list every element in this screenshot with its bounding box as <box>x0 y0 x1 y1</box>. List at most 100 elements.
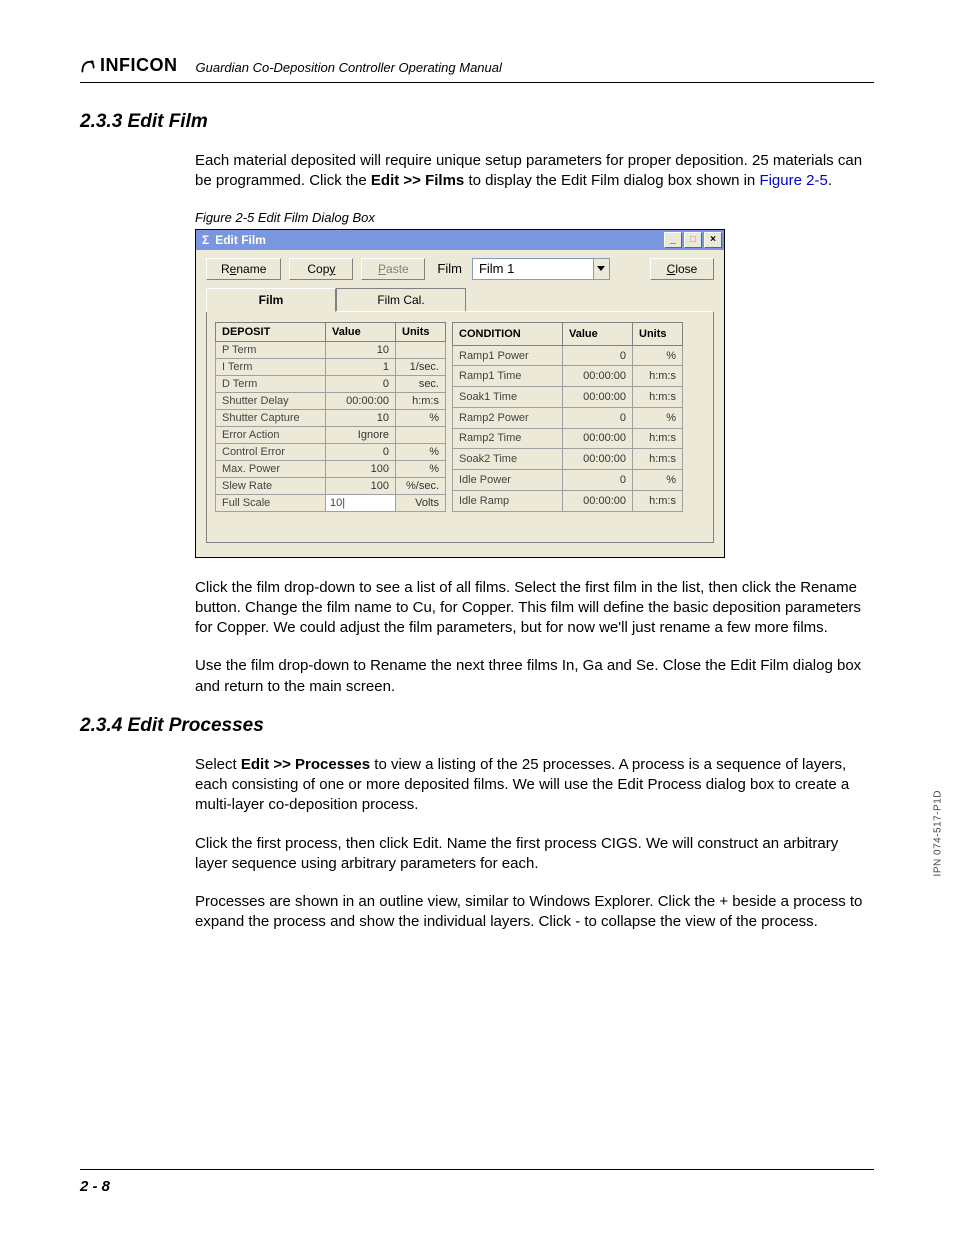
value-cell[interactable]: 1 <box>326 358 396 375</box>
film-label: Film <box>437 261 462 276</box>
units-cell <box>396 341 446 358</box>
value-cell[interactable]: 0 <box>326 375 396 392</box>
para-edit-film-intro: Each material deposited will require uni… <box>195 151 874 192</box>
param-cell: Error Action <box>216 426 326 443</box>
paste-button: Paste <box>361 258 425 280</box>
table-row: Max. Power100% <box>216 460 446 477</box>
units-cell: %/sec. <box>396 477 446 494</box>
dialog-titlebar: Σ Edit Film _ □ × <box>196 230 724 250</box>
table-row: Ramp1 Power0% <box>453 345 683 366</box>
dialog-title: Edit Film <box>215 233 662 247</box>
value-cell[interactable]: 00:00:00 <box>563 490 633 511</box>
param-cell: P Term <box>216 341 326 358</box>
table-row: Idle Ramp00:00:00h:m:s <box>453 490 683 511</box>
logo-icon <box>80 58 96 74</box>
table-row: Shutter Capture10% <box>216 409 446 426</box>
units-cell: h:m:s <box>396 392 446 409</box>
figure-caption: Figure 2-5 Edit Film Dialog Box <box>195 210 874 225</box>
value-cell[interactable]: 00:00:00 <box>563 387 633 408</box>
film-dropdown-value: Film 1 <box>473 259 593 279</box>
section-heading-edit-film: 2.3.3 Edit Film <box>80 111 874 133</box>
section-heading-edit-processes: 2.3.4 Edit Processes <box>80 715 874 737</box>
film-dropdown[interactable]: Film 1 <box>472 258 610 280</box>
value-cell[interactable]: 0 <box>563 407 633 428</box>
table-row: D Term0sec. <box>216 375 446 392</box>
value-header: Value <box>326 322 396 341</box>
param-cell: Idle Power <box>453 469 563 490</box>
doc-title: Guardian Co-Deposition Controller Operat… <box>196 60 502 76</box>
tab-panel-film: DEPOSIT Value Units P Term10I Term11/sec… <box>206 311 714 543</box>
ipn-label: IPN 074-517-P1D <box>932 790 943 876</box>
tab-film-cal[interactable]: Film Cal. <box>336 288 466 311</box>
copy-button[interactable]: Copy <box>289 258 353 280</box>
table-row: Full Scale10|Volts <box>216 494 446 511</box>
param-cell: Full Scale <box>216 494 326 511</box>
param-cell: Control Error <box>216 443 326 460</box>
value-cell[interactable]: 0 <box>563 469 633 490</box>
table-row: Shutter Delay00:00:00h:m:s <box>216 392 446 409</box>
units-header: Units <box>396 322 446 341</box>
value-cell[interactable]: 0 <box>563 345 633 366</box>
close-button[interactable]: Close <box>650 258 714 280</box>
minimize-button[interactable]: _ <box>664 232 682 248</box>
figure-ref-2-5[interactable]: Figure 2-5 <box>759 172 827 189</box>
units-cell <box>396 426 446 443</box>
page-footer: 2 - 8 <box>80 1169 874 1195</box>
table-row: Idle Power0% <box>453 469 683 490</box>
table-row: Soak1 Time00:00:00h:m:s <box>453 387 683 408</box>
table-row: P Term10 <box>216 341 446 358</box>
para-rename-cu: Click the film drop-down to see a list o… <box>195 578 874 639</box>
para-processes-intro: Select Edit >> Processes to view a listi… <box>195 755 874 816</box>
brand-text: INFICON <box>100 55 178 76</box>
sigma-icon: Σ <box>202 233 209 247</box>
chevron-down-icon[interactable] <box>593 259 609 279</box>
value-cell[interactable]: 10 <box>326 341 396 358</box>
value-cell[interactable]: 100 <box>326 477 396 494</box>
value-cell[interactable]: 100 <box>326 460 396 477</box>
units-cell: h:m:s <box>633 449 683 470</box>
close-window-button[interactable]: × <box>704 232 722 248</box>
units-cell: h:m:s <box>633 366 683 387</box>
value-cell[interactable]: Ignore <box>326 426 396 443</box>
value-input[interactable]: 10| <box>326 495 395 511</box>
param-cell: Soak2 Time <box>453 449 563 470</box>
condition-table: CONDITION Value Units Ramp1 Power0%Ramp1… <box>452 322 683 512</box>
table-row: Soak2 Time00:00:00h:m:s <box>453 449 683 470</box>
units-header: Units <box>633 322 683 345</box>
table-row: Slew Rate100%/sec. <box>216 477 446 494</box>
units-cell: % <box>633 407 683 428</box>
value-cell[interactable]: 00:00:00 <box>563 449 633 470</box>
deposit-header: DEPOSIT <box>216 322 326 341</box>
value-cell[interactable]: 0 <box>326 443 396 460</box>
page-number: 2 - 8 <box>80 1178 110 1195</box>
tab-film[interactable]: Film <box>206 288 336 312</box>
param-cell: Soak1 Time <box>453 387 563 408</box>
table-row: Ramp1 Time00:00:00h:m:s <box>453 366 683 387</box>
table-row: I Term11/sec. <box>216 358 446 375</box>
value-cell[interactable]: 10 <box>326 409 396 426</box>
condition-header: CONDITION <box>453 322 563 345</box>
units-cell: % <box>396 409 446 426</box>
brand-logo: INFICON <box>80 55 178 76</box>
rename-button[interactable]: Rename <box>206 258 281 280</box>
param-cell: Ramp2 Power <box>453 407 563 428</box>
param-cell: Slew Rate <box>216 477 326 494</box>
param-cell: Shutter Delay <box>216 392 326 409</box>
param-cell: Ramp2 Time <box>453 428 563 449</box>
units-cell: Volts <box>396 494 446 511</box>
value-cell[interactable]: 00:00:00 <box>326 392 396 409</box>
units-cell: % <box>633 345 683 366</box>
param-cell: Shutter Capture <box>216 409 326 426</box>
dialog-toolbar: Rename Copy Paste Film Film 1 Close <box>196 250 724 288</box>
units-cell: sec. <box>396 375 446 392</box>
value-cell[interactable]: 00:00:00 <box>563 428 633 449</box>
edit-film-dialog: Σ Edit Film _ □ × Rename Copy Paste Film… <box>195 229 725 558</box>
para-outline: Processes are shown in an outline view, … <box>195 892 874 933</box>
units-cell: h:m:s <box>633 490 683 511</box>
param-cell: Max. Power <box>216 460 326 477</box>
maximize-button: □ <box>684 232 702 248</box>
param-cell: Ramp1 Power <box>453 345 563 366</box>
value-cell[interactable]: 00:00:00 <box>563 366 633 387</box>
table-row: Ramp2 Power0% <box>453 407 683 428</box>
page-header: INFICON Guardian Co-Deposition Controlle… <box>80 55 874 83</box>
